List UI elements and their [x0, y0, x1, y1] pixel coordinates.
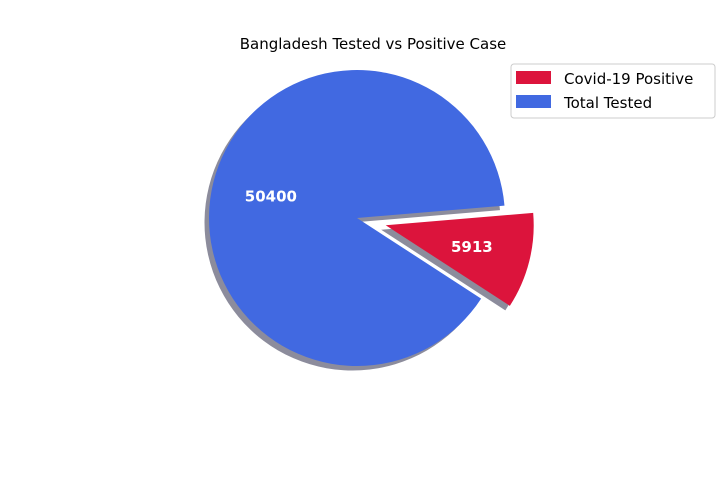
chart-title: Bangladesh Tested vs Positive Case [240, 35, 507, 53]
legend-swatch-total-tested [516, 95, 551, 108]
pie-group: 5913 50400 [204, 70, 534, 371]
slice-value-label-covid-19-positive: 5913 [451, 238, 493, 256]
legend-label-covid-positive: Covid-19 Positive [564, 70, 693, 88]
legend-label-total-tested: Total Tested [563, 94, 652, 112]
legend: Covid-19 Positive Total Tested [510, 63, 716, 119]
slice-covid-19-positive [385, 212, 534, 306]
slice-total-tested [209, 70, 505, 367]
legend-frame [510, 63, 716, 119]
legend-swatch-covid-positive [516, 71, 551, 84]
slice-value-label-total-tested: 50400 [245, 187, 297, 205]
